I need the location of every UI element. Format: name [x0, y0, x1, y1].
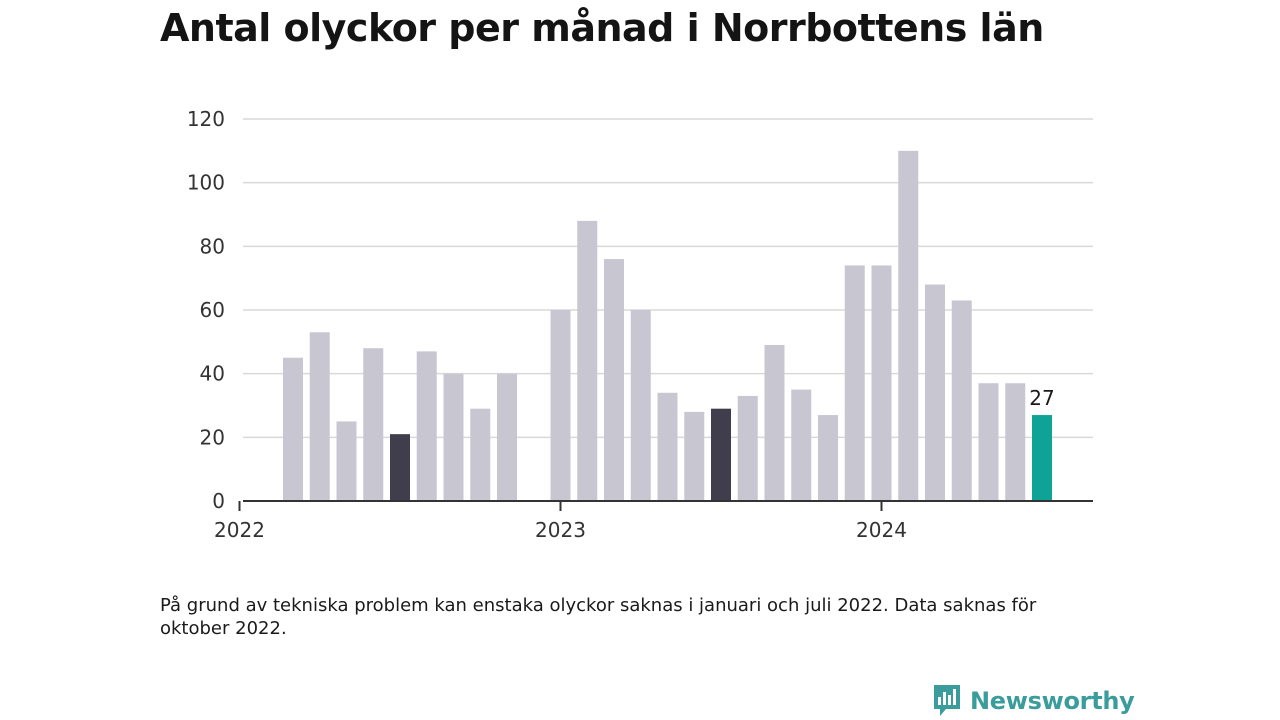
- bar-2022-03: [283, 357, 303, 501]
- bar-2024-01: [871, 265, 892, 501]
- y-tick-label: 40: [200, 362, 225, 386]
- bar-2022-11: [497, 373, 517, 501]
- y-tick-label: 100: [187, 171, 225, 195]
- footnote: På grund av tekniska problem kan enstaka…: [160, 595, 1037, 639]
- x-tick-label: 2022: [214, 518, 265, 542]
- y-tick-label: 60: [200, 298, 225, 322]
- bar-2022-08: [416, 351, 437, 501]
- newsworthy-logo-text: Newsworthy: [970, 687, 1135, 715]
- bar-2023-09: [764, 345, 785, 501]
- bar-2024-03: [925, 284, 945, 501]
- bar-2024-05: [978, 383, 999, 501]
- bar-2023-11: [818, 415, 838, 501]
- bars: [283, 150, 1052, 502]
- y-tick-label: 0: [212, 489, 225, 513]
- bar-2024-06: [1005, 383, 1026, 501]
- newsworthy-logo[interactable]: Newsworthy: [932, 682, 1135, 720]
- newsworthy-logo-icon: [934, 685, 960, 716]
- bar-2024-02: [898, 150, 919, 502]
- data-labels: 27: [1029, 386, 1054, 410]
- bar-2022-04: [309, 332, 330, 501]
- bar-2023-07: [711, 408, 731, 501]
- bar-2023-06: [684, 411, 705, 501]
- x-tick-label: 2023: [535, 518, 586, 542]
- bar-2023-02: [577, 220, 598, 501]
- bar-2022-09: [443, 373, 464, 501]
- bar-chart: 0 20 40 60 80 100 120 2022 2023 2024 27: [187, 107, 1093, 542]
- bar-2023-12: [844, 265, 865, 501]
- bar-2023-08: [737, 395, 758, 501]
- bar-2023-03: [604, 259, 624, 501]
- bar-2022-10: [470, 408, 491, 501]
- bar-2023-10: [791, 389, 812, 501]
- x-axis: 2022 2023 2024: [214, 500, 1093, 542]
- x-tick-label: 2024: [856, 518, 907, 542]
- bar-2023-04: [630, 310, 651, 501]
- bar-2024-04: [951, 300, 972, 501]
- bar-2022-06: [363, 348, 384, 501]
- chart-title: Antal olyckor per månad i Norrbottens lä…: [160, 6, 1044, 50]
- y-tick-label: 80: [200, 234, 225, 258]
- bar-2022-07: [390, 434, 410, 501]
- y-tick-label: 120: [187, 107, 225, 131]
- y-axis-labels: 0 20 40 60 80 100 120: [187, 107, 225, 513]
- bar-2023-01: [550, 310, 571, 501]
- y-tick-label: 20: [200, 425, 225, 449]
- bar-2022-05: [336, 421, 357, 501]
- data-label-latest: 27: [1029, 386, 1054, 410]
- bar-2024-07: [1032, 415, 1052, 501]
- bar-2023-05: [657, 392, 678, 501]
- grid-lines: [243, 118, 1093, 439]
